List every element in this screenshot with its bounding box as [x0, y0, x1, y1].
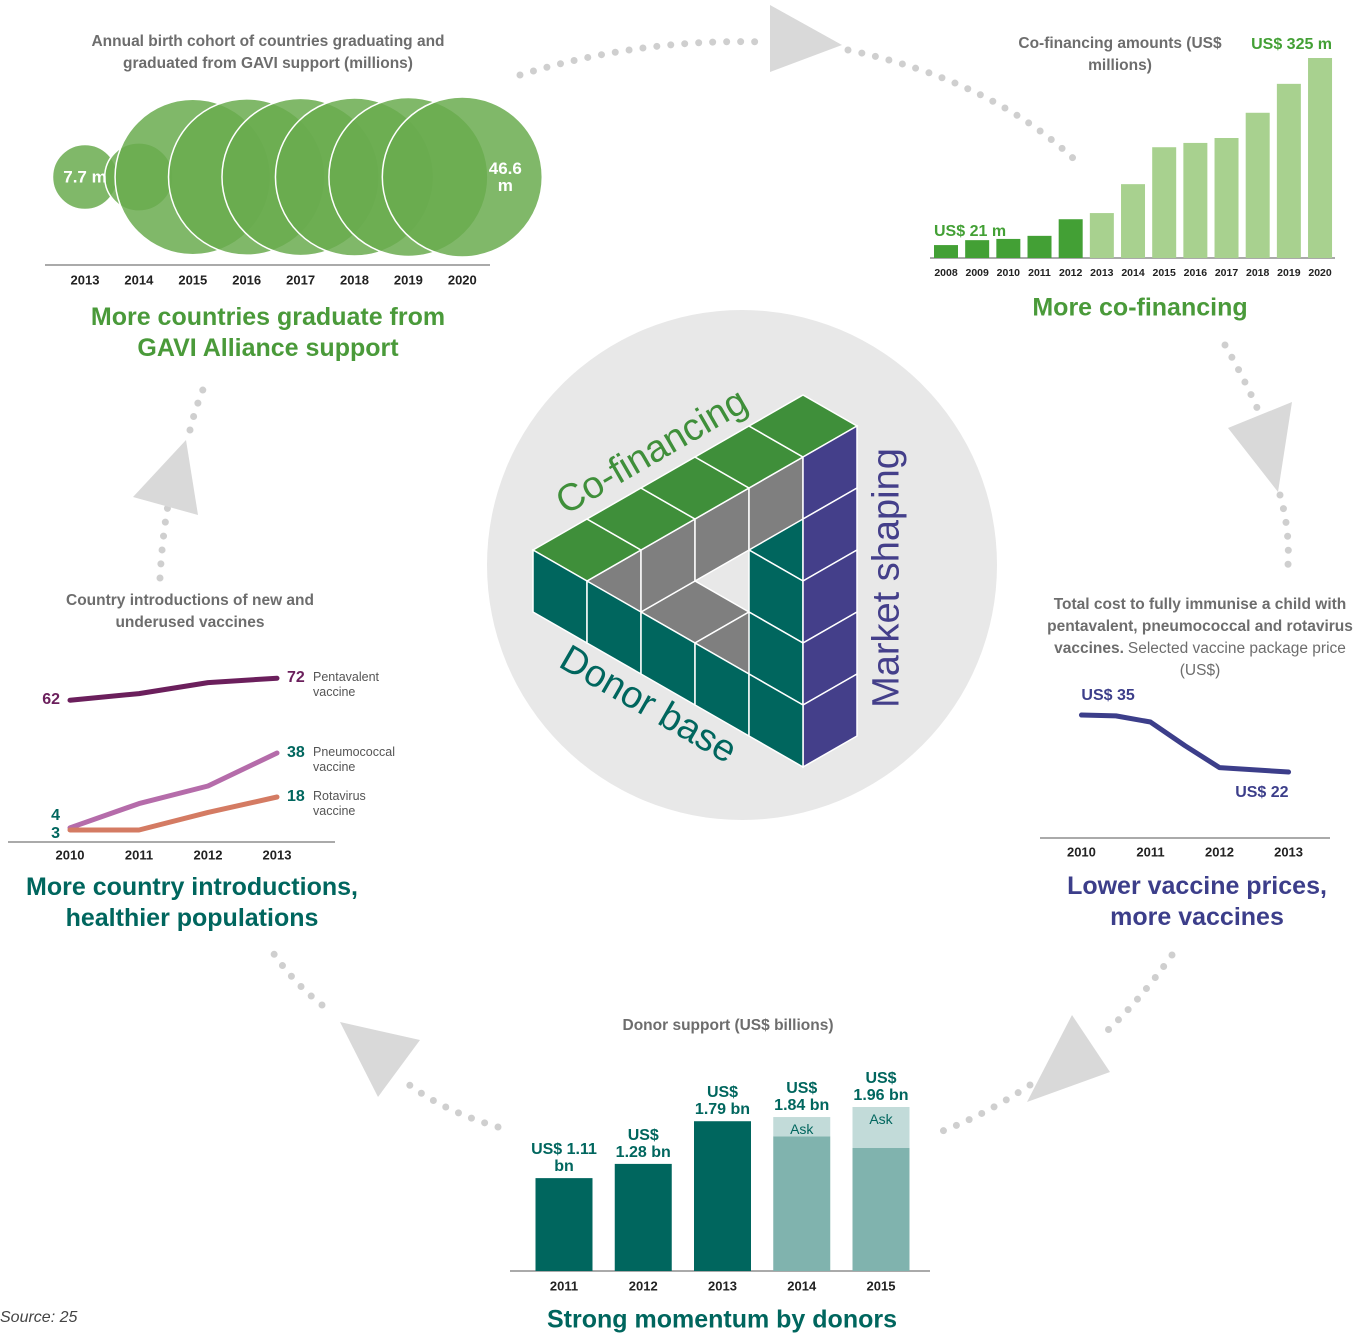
x-tick-label: 2020 — [448, 273, 477, 288]
bar — [1059, 219, 1083, 258]
x-tick-label: 2014 — [1121, 267, 1144, 279]
value-label: 7.7 m — [63, 169, 107, 186]
x-tick-label: 2012 — [1059, 267, 1082, 279]
segment-label: Ask — [869, 1111, 892, 1127]
infographic: Co-financingMarket shapingDonor baseAnnu… — [0, 0, 1365, 1337]
x-tick-label: 2011 — [550, 1279, 578, 1294]
x-tick-label: 2019 — [394, 273, 423, 288]
bar — [1152, 147, 1176, 258]
bar — [1028, 236, 1052, 258]
chart-caption: More country introductions, healthier po… — [0, 872, 402, 934]
series-name: Pneumococcal vaccine — [313, 745, 395, 775]
bar-segment — [536, 1178, 593, 1271]
x-tick-label: 2018 — [1246, 267, 1269, 279]
bar-segment — [773, 1136, 830, 1271]
x-tick-label: 2016 — [1184, 267, 1207, 279]
chart-title-block: Total cost to fully immunise a child wit… — [1040, 594, 1360, 682]
bar — [1215, 138, 1239, 258]
chart-caption: Strong momentum by donors — [512, 1305, 932, 1336]
segment-label: Ask — [790, 1121, 813, 1137]
bar — [1277, 84, 1301, 258]
x-tick-label: 2012 — [629, 1279, 658, 1294]
bar — [965, 240, 989, 258]
diagram-label: Market shaping — [866, 448, 909, 708]
value-label: 46.6 m — [483, 160, 527, 194]
chart-caption: Lower vaccine prices, more vaccines — [1037, 871, 1357, 933]
bar-segment — [615, 1164, 672, 1271]
value-label: US$ 35 — [1081, 687, 1134, 705]
x-tick-label: 2014 — [124, 273, 153, 288]
x-tick-label: 2010 — [1067, 845, 1096, 860]
x-tick-label: 2019 — [1277, 267, 1300, 279]
x-tick-label: 2013 — [1274, 845, 1303, 860]
chart-title: Country introductions of new and underus… — [25, 590, 355, 634]
series-line — [1081, 715, 1288, 772]
chart-title: Donor support (US$ billions) — [568, 1015, 888, 1037]
x-tick-label: 2011 — [1028, 267, 1051, 279]
chart-title: Co-financing amounts (US$ millions) — [990, 33, 1250, 77]
x-tick-label: 2013 — [263, 848, 292, 863]
bar-segment — [853, 1148, 910, 1271]
x-tick-label: 2009 — [965, 267, 988, 279]
total-label: US$ 1.28 bn — [610, 1127, 676, 1161]
x-tick-label: 2020 — [1308, 267, 1331, 279]
bar — [1090, 213, 1114, 258]
chart-caption: More countries graduate from GAVI Allian… — [68, 302, 468, 364]
x-tick-label: 2010 — [997, 267, 1020, 279]
x-tick-label: 2015 — [178, 273, 207, 288]
total-label: US$ 1.11 bn — [531, 1141, 597, 1175]
x-tick-label: 2013 — [708, 1279, 737, 1294]
x-tick-label: 2013 — [71, 273, 100, 288]
series-line — [70, 753, 277, 828]
x-tick-label: 2011 — [1136, 845, 1164, 860]
x-tick-label: 2008 — [934, 267, 957, 279]
x-tick-label: 2017 — [1215, 267, 1238, 279]
series-name: Rotavirus vaccine — [313, 789, 395, 819]
bar — [1246, 113, 1270, 258]
value-label: US$ 22 — [1235, 784, 1288, 802]
x-tick-label: 2015 — [1153, 267, 1176, 279]
end-label: 72 — [287, 669, 305, 687]
x-tick-label: 2011 — [125, 848, 153, 863]
x-tick-label: 2012 — [1205, 845, 1234, 860]
start-label: 62 — [42, 691, 60, 709]
x-tick-label: 2016 — [232, 273, 261, 288]
bar — [1308, 58, 1332, 258]
series-name: Pentavalent vaccine — [313, 670, 395, 700]
end-label: 38 — [287, 744, 305, 762]
chart-title: Annual birth cohort of countries graduat… — [58, 31, 478, 75]
x-tick-label: 2010 — [56, 848, 85, 863]
bar — [996, 239, 1020, 258]
series-line — [70, 678, 277, 700]
source-note: Source: 25 — [0, 1309, 77, 1327]
total-label: US$ 1.84 bn — [769, 1080, 835, 1114]
x-tick-label: 2013 — [1090, 267, 1113, 279]
start-label: 3 — [51, 825, 60, 843]
start-label: 4 — [51, 807, 60, 825]
total-label: US$ 1.96 bn — [848, 1070, 914, 1104]
bar — [1121, 184, 1145, 258]
chart-subtitle: Selected vaccine package price (US$) — [1128, 640, 1346, 679]
x-tick-label: 2012 — [194, 848, 223, 863]
x-tick-label: 2018 — [340, 273, 369, 288]
end-label: 18 — [287, 788, 305, 806]
x-tick-label: 2015 — [867, 1279, 896, 1294]
x-tick-label: 2014 — [787, 1279, 816, 1294]
bar — [1183, 143, 1207, 258]
value-label: US$ 21 m — [934, 223, 1006, 241]
bar-segment — [694, 1121, 751, 1271]
x-tick-label: 2017 — [286, 273, 315, 288]
series-line — [70, 797, 277, 830]
bar — [934, 245, 958, 258]
chart-caption: More co-financing — [940, 293, 1340, 324]
value-label: US$ 325 m — [1251, 36, 1332, 54]
total-label: US$ 1.79 bn — [690, 1084, 756, 1118]
